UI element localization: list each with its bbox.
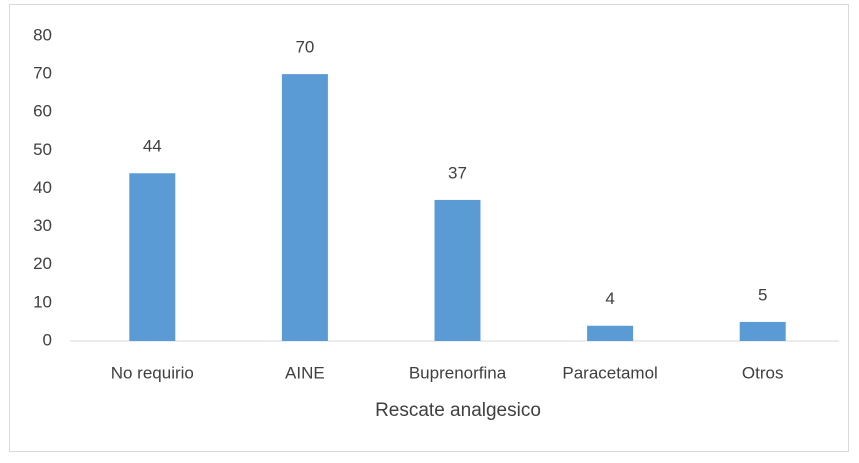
x-tick-label: Buprenorfina <box>409 363 507 382</box>
x-axis-title: Rescate analgesico <box>375 400 541 421</box>
y-tick-label: 40 <box>33 178 52 197</box>
y-tick-label: 60 <box>33 102 52 121</box>
x-tick-label: Otros <box>742 363 784 382</box>
y-tick-label: 20 <box>33 254 52 273</box>
x-tick-label: Paracetamol <box>562 363 657 382</box>
bar <box>739 321 786 341</box>
bar <box>129 173 176 341</box>
data-label: 37 <box>448 163 467 182</box>
data-label: 70 <box>295 38 314 57</box>
bar <box>434 199 481 341</box>
data-label: 5 <box>758 285 767 304</box>
y-tick-label: 10 <box>33 292 52 311</box>
y-tick-label: 30 <box>33 216 52 235</box>
data-label: 4 <box>605 289 614 308</box>
y-tick-label: 50 <box>33 140 52 159</box>
bar <box>281 74 328 341</box>
y-tick-label: 0 <box>43 330 52 349</box>
y-tick-label: 80 <box>33 25 52 44</box>
x-tick-label: AINE <box>285 363 325 382</box>
bar <box>587 325 634 341</box>
x-tick-label: No requirio <box>111 363 194 382</box>
y-tick-label: 70 <box>33 64 52 83</box>
data-label: 44 <box>143 137 162 156</box>
